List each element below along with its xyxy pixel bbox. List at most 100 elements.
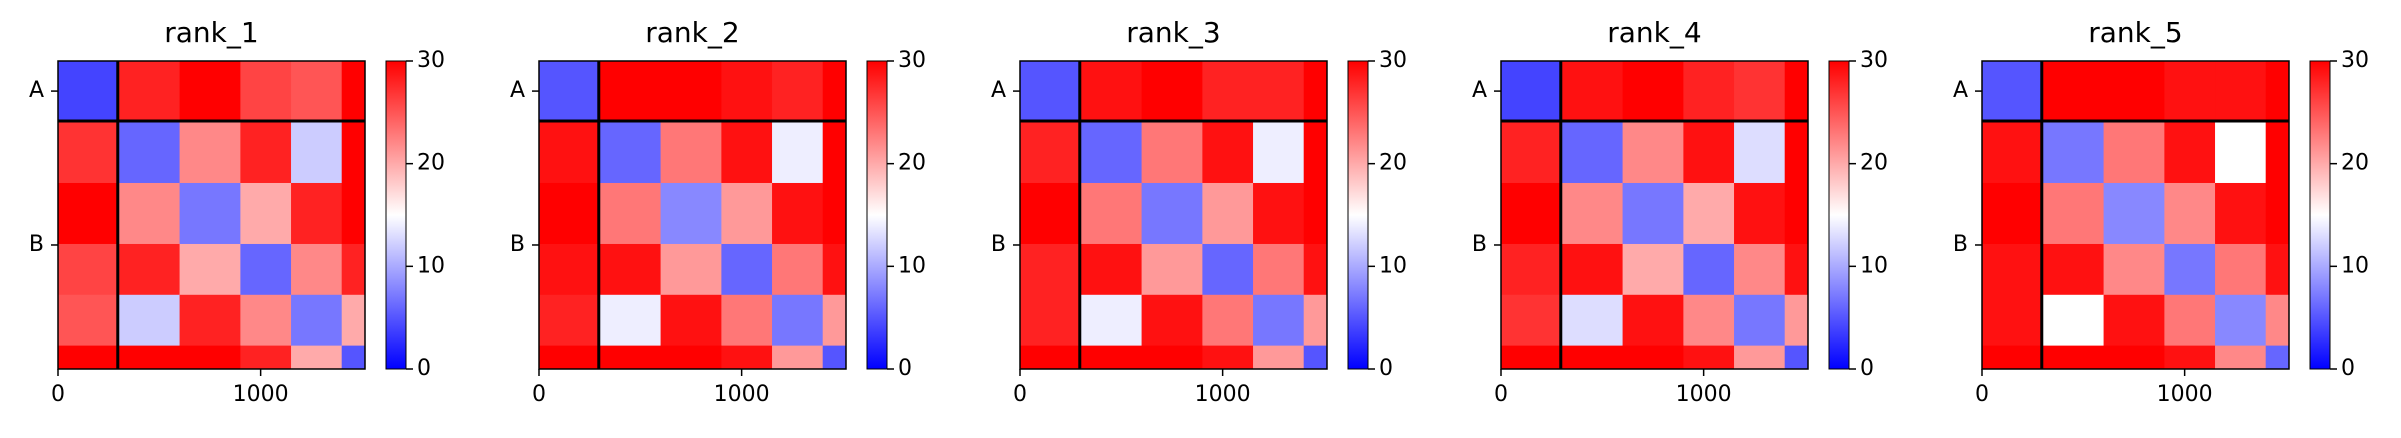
heatmap-cell [721, 243, 773, 296]
heatmap-cell [58, 294, 119, 347]
x-tick-label: 0 [1975, 382, 1989, 407]
heatmap-cell [291, 345, 343, 370]
heatmap-cell [2265, 120, 2290, 184]
heatmap-cell [539, 294, 600, 347]
heatmap-cell [1784, 182, 1809, 245]
heatmap-cell [539, 120, 600, 184]
heatmap-cell [539, 61, 600, 122]
heatmap-cell [1202, 345, 1254, 370]
heatmap-cell [772, 243, 824, 296]
colorbar [1347, 60, 1369, 370]
heatmap-cell [2103, 120, 2165, 184]
heatmap-cell [721, 61, 773, 122]
heatmap-cell [117, 294, 181, 347]
heatmap-cell [2041, 182, 2105, 245]
heatmap-cell [1020, 243, 1081, 296]
heatmap-cell [1303, 120, 1328, 184]
heatmap-cell [1303, 243, 1328, 296]
plot-frame [1500, 60, 1809, 370]
heatmap-cell [1079, 61, 1143, 122]
heatmap-cell [598, 345, 662, 370]
heatmap-cell [1501, 294, 1562, 347]
heatmap-cell [1982, 120, 2043, 184]
heatmap-cell [1784, 243, 1809, 296]
heatmap-cell [1501, 61, 1562, 122]
heatmap-cell [1020, 182, 1081, 245]
colorbar-tick-label: 0 [1860, 356, 1874, 381]
colorbar-tick-label: 10 [1379, 253, 1407, 278]
x-tick-label: 1000 [1676, 382, 1732, 407]
heatmap-cell [1982, 294, 2043, 347]
heatmap-cell [341, 294, 366, 347]
colorbar [2309, 60, 2331, 370]
heatmap-cell [240, 61, 292, 122]
y-tick-label: B [1953, 232, 1968, 257]
heatmap-cell [58, 61, 119, 122]
heatmap-cell [2103, 345, 2165, 370]
heatmap-cell [2215, 61, 2267, 122]
heatmap-cell [1683, 243, 1735, 296]
heatmap-cell [1253, 345, 1305, 370]
heatmap-cell [2265, 294, 2290, 347]
colorbar-tick-label: 0 [417, 356, 431, 381]
heatmap-cell [2215, 243, 2267, 296]
colorbar-tick-label: 20 [1379, 151, 1407, 176]
heatmap-cell [341, 243, 366, 296]
heatmap-cell [1141, 61, 1203, 122]
colorbar-tick-label: 20 [1860, 151, 1888, 176]
heatmap-cell [1253, 61, 1305, 122]
heatmap-cell [660, 294, 722, 347]
x-tick-label: 1000 [1195, 382, 1251, 407]
heatmap-cell [58, 120, 119, 184]
heatmap-cell [1560, 345, 1624, 370]
heatmap-cell [598, 294, 662, 347]
y-tick-label: A [1472, 78, 1487, 103]
heatmap-cell [1683, 120, 1735, 184]
heatmap-cell [1501, 243, 1562, 296]
heatmap-cell [1982, 345, 2043, 370]
heatmap-cell [1303, 61, 1328, 122]
heatmap-cell [117, 120, 181, 184]
colorbar-tick-label: 20 [2341, 151, 2369, 176]
heatmap-cell [1734, 120, 1786, 184]
heatmap-cell [772, 294, 824, 347]
heatmap-cell [117, 345, 181, 370]
heatmap-cell [240, 120, 292, 184]
heatmap-cell [1202, 120, 1254, 184]
chart-title: rank_4 [1607, 16, 1701, 49]
heatmap-cell [1560, 243, 1624, 296]
heatmap-cell [240, 243, 292, 296]
colorbar-tick-label: 10 [898, 253, 926, 278]
colorbar [385, 60, 407, 370]
heatmap-cell [1020, 120, 1081, 184]
colorbar-tick-label: 20 [898, 151, 926, 176]
heatmap-cell [2041, 61, 2105, 122]
heatmap-cell [2215, 120, 2267, 184]
heatmap-cell [1202, 294, 1254, 347]
heatmap-cell [2041, 294, 2105, 347]
heatmap-cell [2215, 345, 2267, 370]
heatmap-cell [822, 61, 847, 122]
y-tick-label: B [29, 232, 44, 257]
heatmap-cell [1141, 120, 1203, 184]
heatmap-cell [2215, 294, 2267, 347]
heatmap-cell [1622, 182, 1684, 245]
heatmap-cell [2215, 182, 2267, 245]
colorbar-tick-label: 30 [2341, 48, 2369, 73]
heatmap-cell [1784, 120, 1809, 184]
colorbar-tick-label: 30 [1379, 48, 1407, 73]
heatmap-cell [1501, 120, 1562, 184]
heatmap-cell [1734, 294, 1786, 347]
x-tick-label: 0 [1013, 382, 1027, 407]
y-tick-label: A [991, 78, 1006, 103]
heatmap-cell [660, 120, 722, 184]
x-tick-label: 0 [532, 382, 546, 407]
heatmap-cell [240, 182, 292, 245]
heatmap-cell [240, 294, 292, 347]
colorbar-tick-label: 30 [1860, 48, 1888, 73]
y-tick-label: B [991, 232, 1006, 257]
x-tick-label: 1000 [2157, 382, 2213, 407]
heatmap-cell [539, 345, 600, 370]
colorbar-tick-label: 0 [2341, 356, 2355, 381]
heatmap-cell [1622, 120, 1684, 184]
